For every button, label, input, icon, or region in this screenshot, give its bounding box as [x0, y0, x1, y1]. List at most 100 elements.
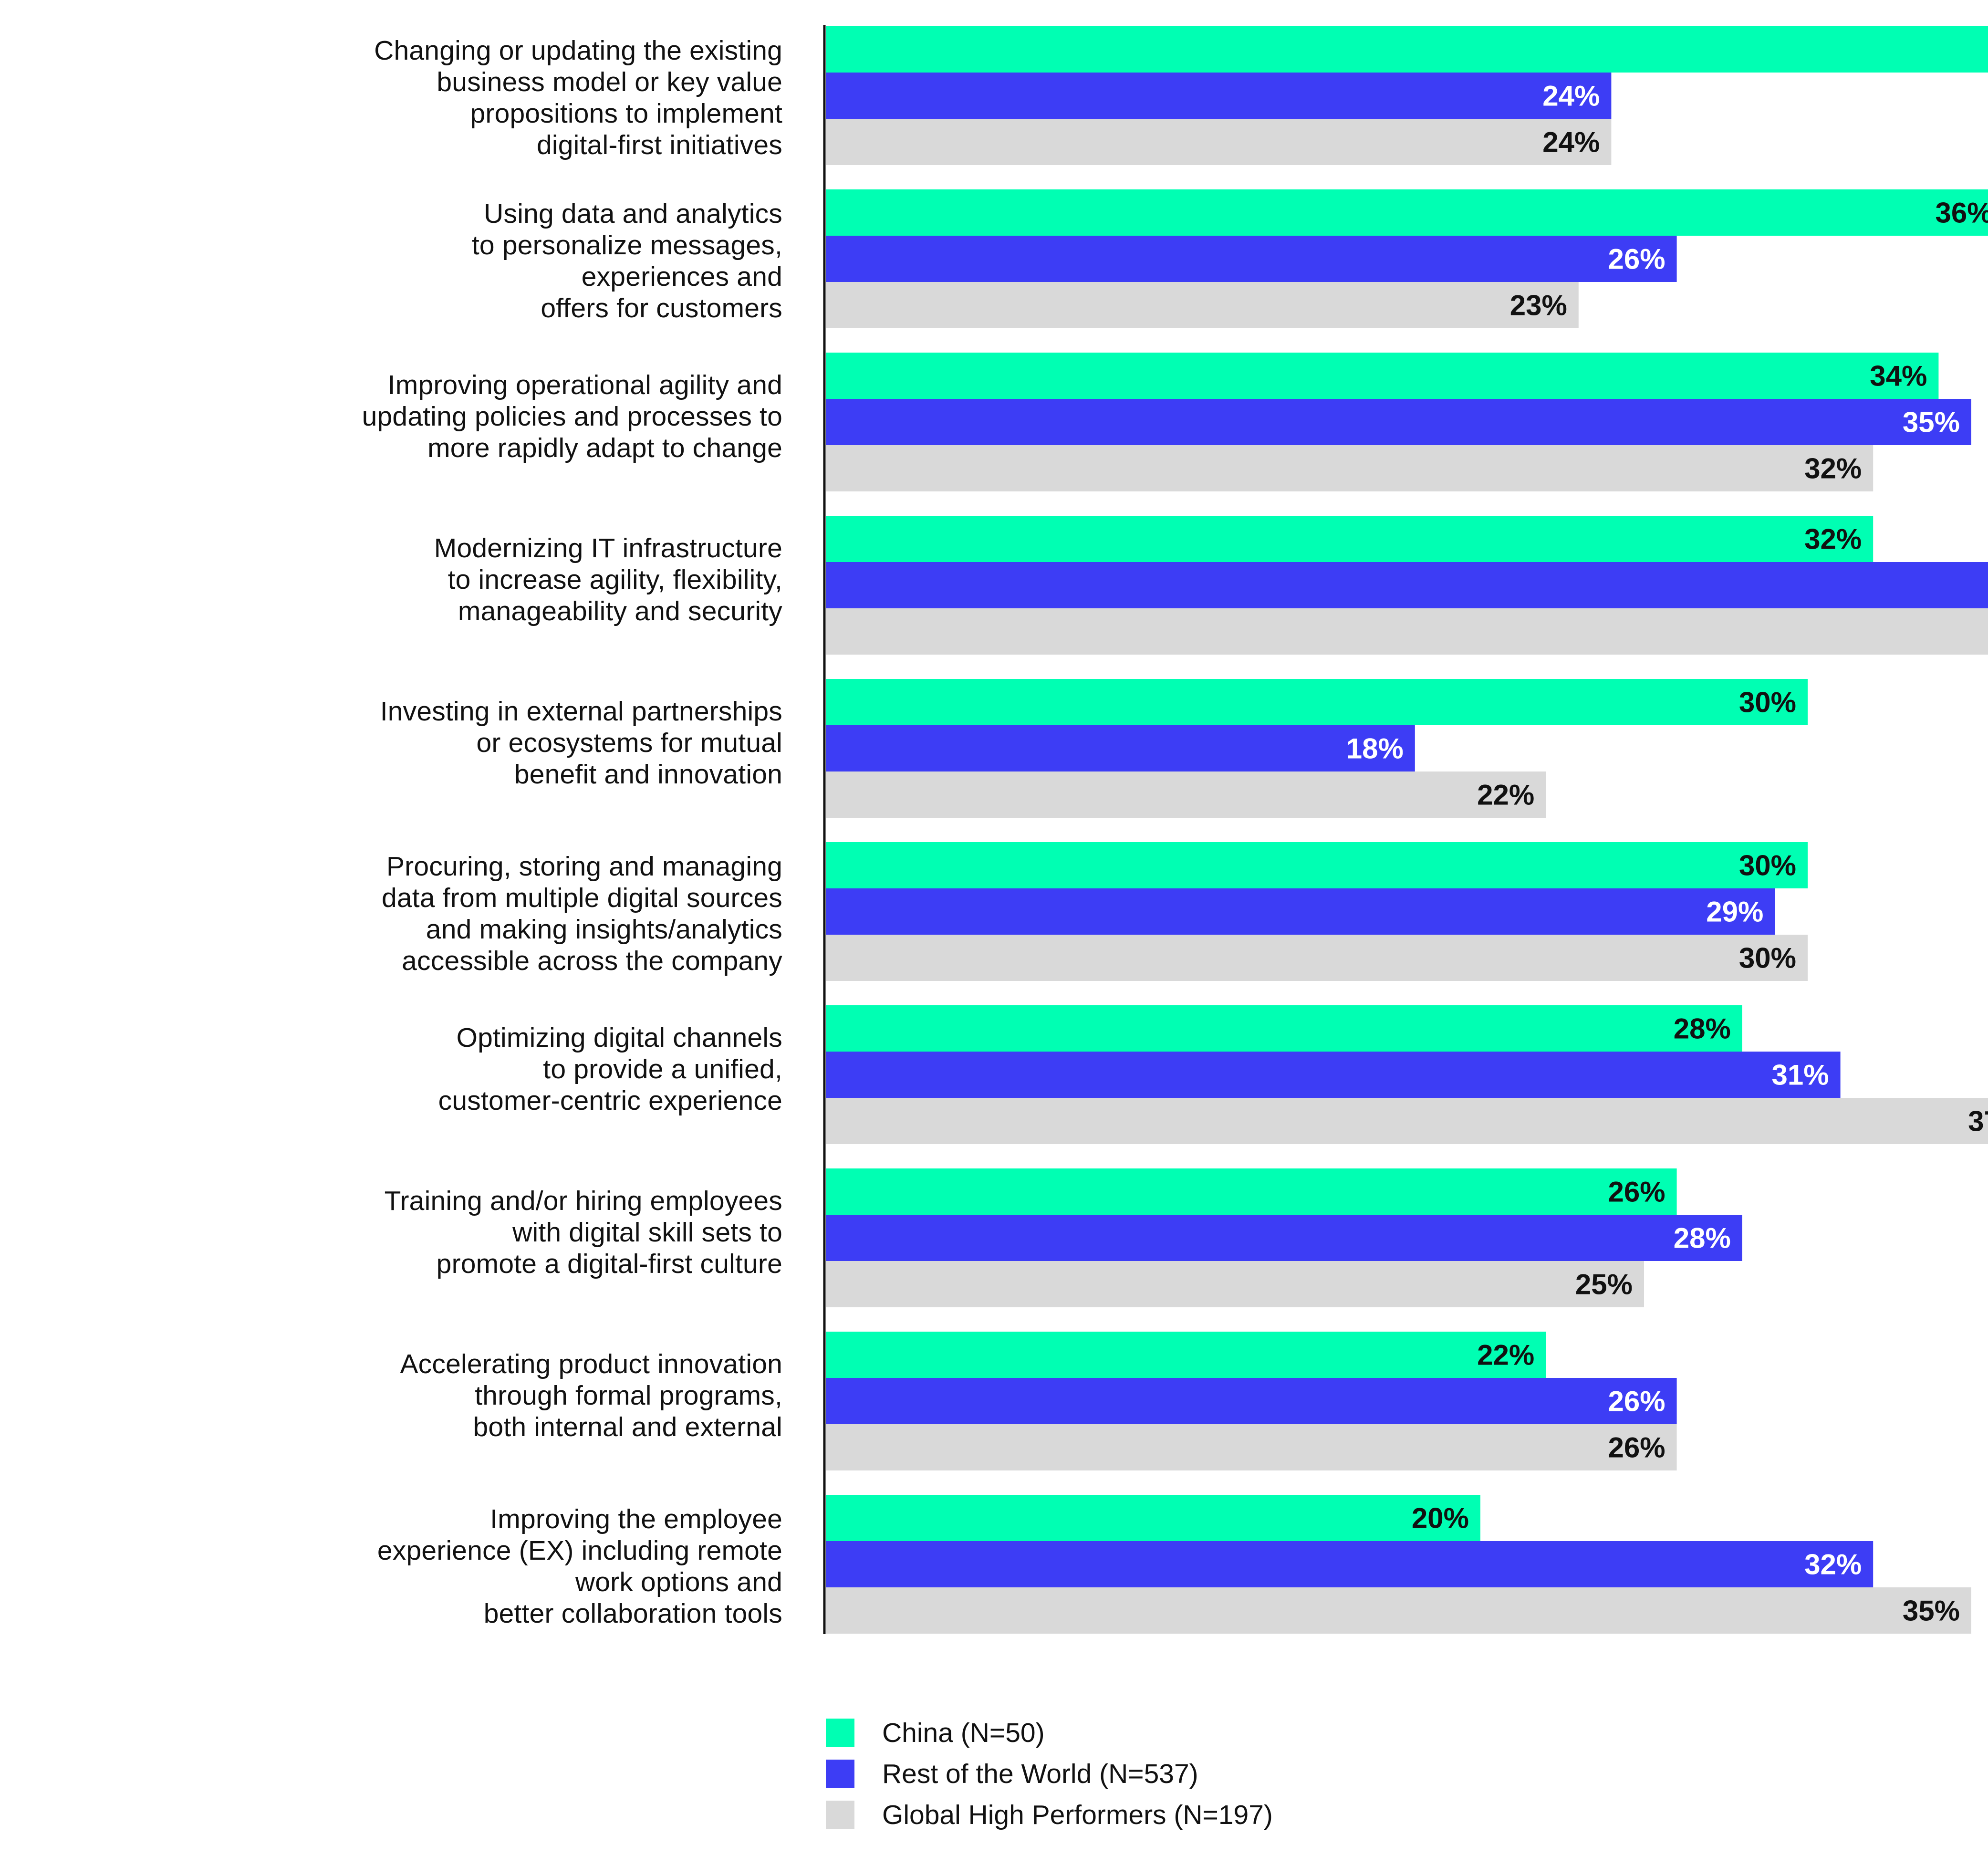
bar-6-series-2	[826, 888, 1775, 935]
bar-value-label-9-series-2: 26%	[1608, 1386, 1665, 1418]
bar-1-series-2	[826, 73, 1612, 119]
category-label-line: through formal programs,	[475, 1380, 782, 1411]
category-label-9: Accelerating product innovation through f…	[400, 1348, 782, 1443]
category-label-line: Accelerating product innovation	[400, 1348, 782, 1379]
category-label-line: data from multiple digital sources	[381, 883, 782, 913]
category-label-line: promote a digital-first culture	[436, 1248, 782, 1279]
bar-7-series-1	[826, 1005, 1742, 1052]
bar-value-label-5-series-2: 18%	[1346, 733, 1404, 765]
bar-2-series-3	[826, 282, 1579, 328]
category-label-line: propositions to implement	[470, 98, 782, 129]
category-label-line: to increase agility, flexibility,	[448, 564, 782, 595]
bar-5-series-1	[826, 679, 1808, 725]
legend-label: Global High Performers (N=197)	[882, 1800, 1273, 1830]
bar-value-label-10-series-3: 35%	[1903, 1595, 1960, 1627]
bar-value-label-3-series-1: 34%	[1870, 360, 1927, 392]
category-label-line: with digital skill sets to	[512, 1217, 782, 1248]
category-label-line: both internal and external	[473, 1411, 782, 1442]
bar-value-label-6-series-2: 29%	[1706, 896, 1763, 928]
category-label-line: offers for customers	[541, 293, 782, 323]
bar-3-series-3	[826, 445, 1874, 491]
category-label-line: more rapidly adapt to change	[427, 432, 782, 463]
bar-8-series-2	[826, 1215, 1742, 1261]
bar-7-series-2	[826, 1052, 1841, 1098]
category-label-line: digital-first initiatives	[537, 130, 782, 160]
bar-2-series-2	[826, 236, 1677, 282]
bar-value-label-4-series-1: 32%	[1804, 523, 1862, 555]
bar-value-label-3-series-3: 32%	[1804, 453, 1862, 485]
category-label-line: Training and/or hiring employees	[384, 1185, 782, 1216]
legend-item-3: Global High Performers (N=197)	[826, 1800, 1398, 1832]
category-label-line: to provide a unified,	[543, 1053, 782, 1084]
bar-10-series-3	[826, 1587, 1971, 1634]
bar-value-label-7-series-2: 31%	[1772, 1059, 1829, 1091]
bar-value-label-7-series-1: 28%	[1674, 1013, 1731, 1045]
bar-value-label-2-series-3: 23%	[1510, 290, 1567, 322]
bar-value-label-10-series-2: 32%	[1804, 1549, 1862, 1581]
bar-5-series-3	[826, 771, 1546, 818]
bar-9-series-1	[826, 1332, 1546, 1378]
bar-9-series-2	[826, 1378, 1677, 1424]
category-label-line: manageability and security	[458, 595, 782, 626]
category-label-line: Optimizing digital channels	[456, 1022, 782, 1053]
category-label-line: better collaboration tools	[483, 1598, 782, 1629]
category-label-line: experiences and	[581, 261, 782, 292]
bar-1-series-1	[826, 26, 1988, 73]
bar-1-series-3	[826, 119, 1612, 165]
category-label-6: Procuring, storing and managing data from…	[382, 851, 782, 977]
bar-value-label-7-series-3: 37%	[1968, 1105, 1988, 1137]
category-label-4: Modernizing IT infrastructure to increase…	[434, 532, 782, 627]
bar-6-series-3	[826, 935, 1808, 981]
bar-value-label-6-series-3: 30%	[1739, 942, 1796, 974]
bar-value-label-8-series-2: 28%	[1674, 1222, 1731, 1254]
category-label-line: work options and	[575, 1567, 782, 1597]
category-label-8: Training and/or hiring employees with dig…	[385, 1185, 782, 1280]
bar-10-series-1	[826, 1495, 1480, 1541]
bar-9-series-3	[826, 1424, 1677, 1470]
category-label-line: benefit and innovation	[514, 759, 782, 790]
category-label-line: Changing or updating the existing	[374, 35, 782, 66]
bar-value-label-6-series-1: 30%	[1739, 850, 1796, 882]
category-label-line: and making insights/analytics	[426, 914, 782, 945]
category-label-line: customer-centric experience	[438, 1085, 782, 1116]
category-label-line: business model or key value	[437, 67, 782, 97]
bar-value-label-5-series-1: 30%	[1739, 687, 1796, 719]
category-label-line: or ecosystems for mutual	[476, 727, 782, 758]
bar-4-series-3	[826, 608, 1988, 655]
bar-2-series-1	[826, 189, 1988, 236]
category-label-line: Improving operational agility and	[387, 369, 782, 400]
category-label-line: updating policies and processes to	[362, 401, 782, 432]
category-label-5: Investing in external partnerships or eco…	[380, 696, 782, 790]
category-label-line: accessible across the company	[402, 946, 782, 976]
category-label-7: Optimizing digital channels to provide a …	[438, 1022, 782, 1116]
bar-8-series-3	[826, 1261, 1644, 1307]
category-label-2: Using data and analytics to personalize m…	[472, 198, 782, 324]
bar-value-label-2-series-2: 26%	[1608, 243, 1665, 275]
category-label-10: Improving the employee experience (EX) in…	[377, 1503, 782, 1629]
bar-8-series-1	[826, 1168, 1677, 1215]
bar-6-series-1	[826, 842, 1808, 888]
legend-item-2: Rest of the World (N=537)	[826, 1759, 1398, 1791]
bar-value-label-10-series-1: 20%	[1412, 1502, 1469, 1534]
bar-value-label-8-series-1: 26%	[1608, 1176, 1665, 1208]
legend-swatch	[826, 1719, 854, 1747]
legend-item-1: China (N=50)	[826, 1718, 1398, 1750]
category-label-3: Improving operational agility and updatin…	[362, 369, 782, 464]
category-label-1: Changing or updating the existing busines…	[374, 35, 782, 161]
category-label-line: to personalize messages,	[471, 230, 782, 261]
category-label-line: Investing in external partnerships	[380, 696, 782, 727]
bar-value-label-1-series-3: 24%	[1542, 126, 1600, 158]
legend-swatch	[826, 1760, 854, 1788]
bar-10-series-2	[826, 1541, 1874, 1587]
bar-value-label-9-series-3: 26%	[1608, 1432, 1665, 1464]
bar-value-label-9-series-1: 22%	[1477, 1339, 1534, 1371]
category-label-line: experience (EX) including remote	[377, 1535, 782, 1566]
legend-label: Rest of the World (N=537)	[882, 1759, 1198, 1789]
bar-value-label-8-series-3: 25%	[1575, 1269, 1633, 1301]
category-label-line: Modernizing IT infrastructure	[434, 532, 782, 563]
bar-4-series-1	[826, 516, 1874, 562]
category-label-line: Procuring, storing and managing	[386, 851, 782, 882]
category-label-line: Using data and analytics	[484, 198, 782, 229]
